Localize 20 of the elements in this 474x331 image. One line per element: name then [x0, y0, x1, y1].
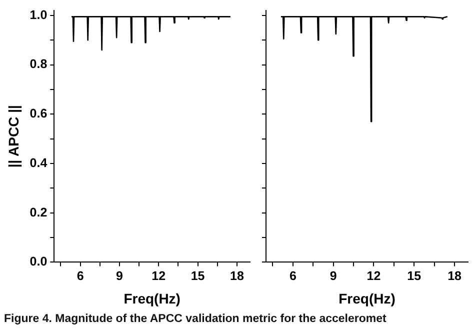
y-tick-label: 0.4: [30, 156, 48, 170]
y-tick-label: 0.2: [30, 205, 48, 220]
x-axis-title: Freq(Hz): [124, 290, 180, 306]
y-tick-label: 0.0: [30, 254, 48, 269]
y-tick-label: 0.8: [30, 57, 48, 72]
x-tick-label: 12: [152, 269, 166, 284]
x-tick-label: 18: [448, 269, 462, 284]
x-axis-title: Freq(Hz): [338, 290, 396, 306]
x-tick-label: 15: [407, 269, 422, 284]
y-tick-label: 1.0: [30, 8, 48, 22]
y-tick-label: 0.6: [30, 106, 48, 121]
x-tick-label: 9: [116, 269, 123, 284]
x-tick-label: 9: [330, 269, 337, 284]
x-tick-label: 6: [76, 269, 84, 284]
x-tick-label: 12: [366, 269, 381, 284]
x-tick-label: 6: [289, 269, 296, 284]
caption: Figure 4. Magnitude of the APCC validation metric for the acceleromet: [4, 313, 388, 325]
y-axis-title: || APCC ||: [5, 105, 22, 168]
x-tick-label: 15: [190, 269, 205, 284]
x-tick-label: 18: [230, 269, 244, 284]
